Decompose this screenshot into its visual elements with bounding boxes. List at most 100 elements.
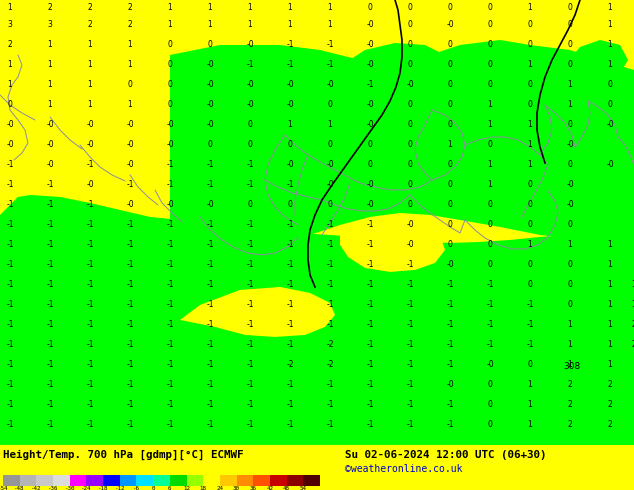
- Text: -1: -1: [206, 361, 214, 369]
- Text: 0: 0: [207, 41, 212, 49]
- Text: 0: 0: [567, 41, 573, 49]
- Text: 1: 1: [48, 80, 53, 90]
- Text: -1: -1: [286, 380, 294, 390]
- Bar: [70, 475, 86, 486]
- Text: 1: 1: [607, 41, 612, 49]
- Text: -1: -1: [486, 341, 494, 349]
- Text: 0: 0: [527, 100, 533, 109]
- Text: 0: 0: [408, 141, 413, 149]
- Text: -1: -1: [206, 380, 214, 390]
- Text: -1: -1: [86, 361, 94, 369]
- Text: -0: -0: [286, 80, 294, 90]
- Text: 0: 0: [527, 41, 533, 49]
- Text: -1: -1: [46, 380, 54, 390]
- Text: -1: -1: [327, 400, 333, 410]
- Text: 0: 0: [368, 160, 372, 170]
- Text: 0: 0: [567, 21, 573, 29]
- Text: 1: 1: [607, 361, 612, 369]
- Text: 1: 1: [288, 3, 292, 13]
- Text: -1: -1: [486, 300, 494, 310]
- Text: -1: -1: [6, 400, 14, 410]
- Text: 1: 1: [527, 420, 533, 429]
- Text: 36: 36: [250, 487, 257, 490]
- Text: -0: -0: [326, 160, 334, 170]
- Text: 0: 0: [527, 261, 533, 270]
- Text: 1: 1: [631, 300, 634, 310]
- Text: -0: -0: [206, 100, 214, 109]
- Text: 3: 3: [48, 21, 53, 29]
- Text: 1: 1: [488, 100, 493, 109]
- Text: -1: -1: [366, 320, 374, 329]
- Text: -1: -1: [86, 400, 94, 410]
- Text: -1: -1: [286, 280, 294, 290]
- Text: 1: 1: [607, 320, 612, 329]
- Text: -1: -1: [166, 400, 174, 410]
- Text: -1: -1: [86, 300, 94, 310]
- Text: 0: 0: [488, 141, 493, 149]
- Text: -1: -1: [126, 261, 134, 270]
- Text: ©weatheronline.co.uk: ©weatheronline.co.uk: [345, 464, 462, 474]
- Text: -1: -1: [166, 300, 174, 310]
- Text: -1: -1: [246, 341, 254, 349]
- Text: -1: -1: [206, 180, 214, 190]
- Text: -1: -1: [86, 200, 94, 209]
- Text: -1: -1: [46, 320, 54, 329]
- Text: 1: 1: [248, 3, 252, 13]
- Text: -0: -0: [206, 60, 214, 70]
- Polygon shape: [0, 195, 634, 445]
- Text: -1: -1: [166, 180, 174, 190]
- Text: 0: 0: [448, 3, 453, 13]
- Text: -0: -0: [6, 121, 14, 129]
- Text: -1: -1: [486, 280, 494, 290]
- Text: 0: 0: [488, 41, 493, 49]
- Text: -1: -1: [86, 261, 94, 270]
- Text: 0: 0: [328, 100, 332, 109]
- Text: -1: -1: [206, 241, 214, 249]
- Text: -0: -0: [406, 241, 414, 249]
- Text: 6: 6: [168, 487, 172, 490]
- Text: -1: -1: [286, 60, 294, 70]
- Text: 0: 0: [488, 220, 493, 229]
- Text: -1: -1: [366, 300, 374, 310]
- Text: 0: 0: [288, 141, 292, 149]
- Text: 12: 12: [183, 487, 190, 490]
- Text: -0: -0: [366, 180, 374, 190]
- Text: -0: -0: [246, 80, 254, 90]
- Text: -0: -0: [606, 121, 614, 129]
- Text: -1: -1: [206, 261, 214, 270]
- Text: -1: -1: [46, 420, 54, 429]
- Text: -0: -0: [366, 121, 374, 129]
- Text: -0: -0: [246, 41, 254, 49]
- Text: -36: -36: [48, 487, 58, 490]
- Text: -1: -1: [46, 220, 54, 229]
- Text: 1: 1: [488, 180, 493, 190]
- Text: -1: -1: [286, 220, 294, 229]
- Text: -1: -1: [406, 300, 414, 310]
- Text: -0: -0: [446, 21, 454, 29]
- Text: 0: 0: [368, 3, 372, 13]
- Text: 0: 0: [567, 220, 573, 229]
- Text: 1: 1: [607, 60, 612, 70]
- Polygon shape: [565, 40, 628, 78]
- Text: Height/Temp. 700 hPa [gdmp][°C] ECMWF: Height/Temp. 700 hPa [gdmp][°C] ECMWF: [3, 450, 243, 460]
- Text: 1: 1: [127, 41, 133, 49]
- Text: -0: -0: [366, 200, 374, 209]
- Text: -1: -1: [126, 241, 134, 249]
- Bar: [120, 475, 136, 486]
- Text: -1: -1: [206, 341, 214, 349]
- Text: 0: 0: [408, 160, 413, 170]
- Text: -0: -0: [166, 141, 174, 149]
- Text: -1: -1: [206, 280, 214, 290]
- Text: 1: 1: [567, 241, 573, 249]
- Text: 0: 0: [527, 180, 533, 190]
- Text: -1: -1: [446, 341, 454, 349]
- Text: -0: -0: [246, 100, 254, 109]
- Text: -1: -1: [86, 420, 94, 429]
- Text: -1: -1: [327, 220, 333, 229]
- Text: -0: -0: [606, 160, 614, 170]
- Text: -0: -0: [366, 60, 374, 70]
- Text: 1: 1: [527, 60, 533, 70]
- Text: 0: 0: [247, 141, 252, 149]
- Text: 308: 308: [564, 363, 581, 371]
- Text: 0: 0: [488, 241, 493, 249]
